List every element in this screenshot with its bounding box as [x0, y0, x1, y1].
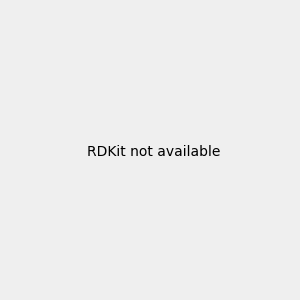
- Text: RDKit not available: RDKit not available: [87, 145, 220, 158]
